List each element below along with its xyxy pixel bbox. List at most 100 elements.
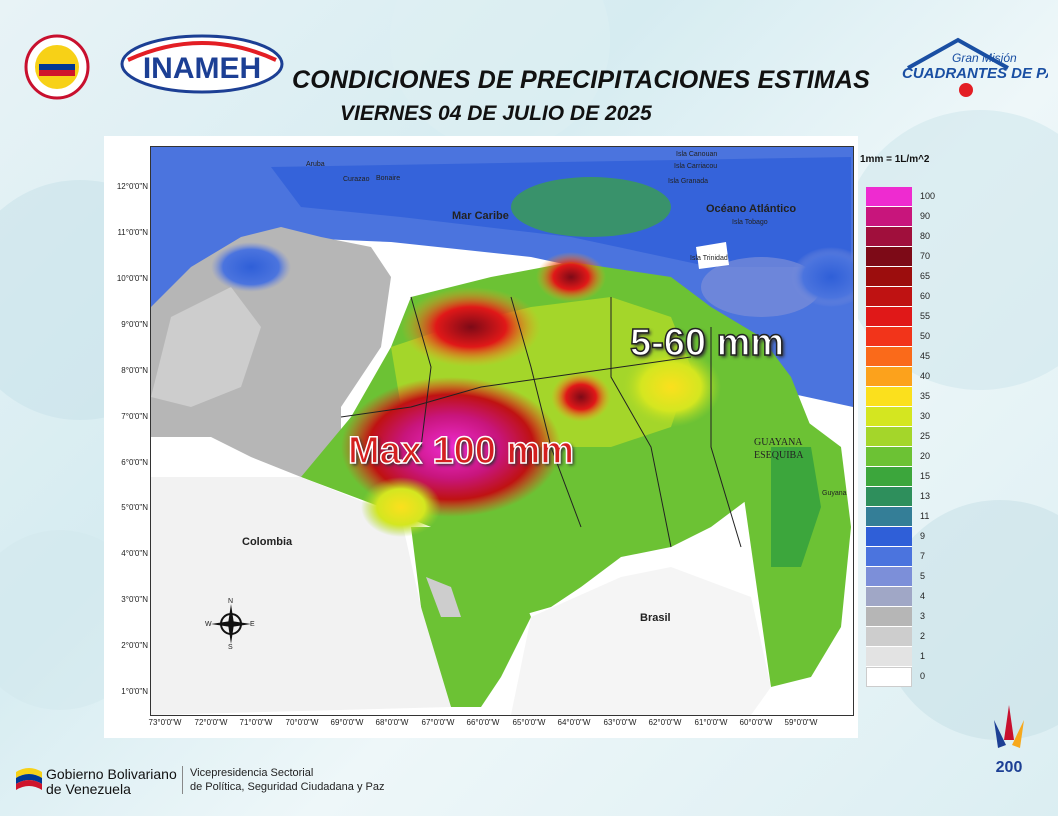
legend-swatch: [866, 587, 912, 607]
legend-swatch: [866, 307, 912, 327]
inameh-logo: INAMEH: [120, 34, 284, 94]
lon-label: 73°0'0"W: [148, 718, 182, 727]
label-curazao: Curazao: [343, 176, 370, 183]
lat-label: 12°0'0"N: [116, 182, 148, 191]
legend-swatch: [866, 547, 912, 567]
lat-label: 8°0'0"N: [121, 366, 148, 375]
legend-label: 2: [920, 631, 926, 641]
legend-swatch: [866, 347, 912, 367]
legend-swatch: [866, 667, 912, 687]
label-colombia: Colombia: [242, 536, 293, 548]
lat-label: 3°0'0"N: [121, 595, 148, 604]
annotation-range: 5-60 mm: [629, 321, 785, 365]
lat-label: 5°0'0"N: [121, 503, 148, 512]
footer-gov-line1: Gobierno Bolivariano: [46, 766, 177, 782]
legend-label: 15: [920, 471, 931, 481]
legend-label: 3: [920, 611, 926, 621]
lat-label: 1°0'0"N: [121, 687, 148, 696]
cuadrantes-de-paz-logo: Gran Misión CUADRANTES DE PAZ: [902, 37, 1048, 97]
legend-swatch: [866, 507, 912, 527]
lon-label: 63°0'0"W: [603, 718, 637, 727]
label-guyana: Guyana: [822, 490, 847, 497]
lat-label: 6°0'0"N: [121, 458, 148, 467]
label-trinidad: Isla Trinidad: [690, 255, 728, 262]
bicentenario-logo: 200: [994, 705, 1024, 776]
label-bonaire: Bonaire: [376, 175, 401, 182]
legend-label: 1: [920, 651, 926, 661]
legend-swatch: [866, 527, 912, 547]
map-canvas: [151, 147, 853, 715]
lat-label: 4°0'0"N: [121, 549, 148, 558]
footer-vice-line1: Vicepresidencia Sectorial: [190, 767, 314, 779]
label-tobago: Isla Tobago: [732, 219, 768, 226]
legend-colorbar: [866, 187, 912, 687]
lon-label: 67°0'0"W: [421, 718, 455, 727]
page-title: CONDICIONES DE PRECIPITACIONES ESTIMAS: [292, 66, 871, 94]
lat-label: 7°0'0"N: [121, 412, 148, 421]
legend-label: 25: [920, 431, 931, 441]
legend-label: 5: [920, 571, 926, 581]
label-oceano-atlantico: Océano Atlántico: [706, 203, 797, 215]
compass-rose-icon: [211, 604, 251, 644]
legend-swatch: [866, 567, 912, 587]
compass-n: N: [228, 598, 234, 605]
legend-swatch: [866, 287, 912, 307]
lon-label: 71°0'0"W: [239, 718, 273, 727]
label-brasil: Brasil: [640, 612, 671, 624]
legend-label: 20: [920, 451, 931, 461]
lon-label: 69°0'0"W: [330, 718, 364, 727]
label-granada: Isla Granada: [668, 178, 709, 185]
label-canouan: Isla Canouan: [676, 151, 718, 158]
legend-swatch: [866, 627, 912, 647]
lon-label: 68°0'0"W: [375, 718, 409, 727]
label-esequiba: ESEQUIBA: [754, 450, 804, 461]
legend-label: 4: [920, 591, 926, 601]
legend-label: 100: [920, 191, 936, 201]
compass-w: W: [205, 621, 212, 628]
legend-label: 50: [920, 331, 931, 341]
legend-label: 35: [920, 391, 931, 401]
mission-main-text: CUADRANTES DE PAZ: [902, 65, 1048, 82]
lon-label: 66°0'0"W: [466, 718, 500, 727]
footer-vice-line2: de Política, Seguridad Ciudadana y Paz: [190, 781, 385, 793]
label-aruba: Aruba: [306, 161, 325, 168]
lat-label: 10°0'0"N: [116, 274, 148, 283]
legend-label: 45: [920, 351, 931, 361]
legend-label: 7: [920, 551, 926, 561]
lat-label: 9°0'0"N: [121, 320, 148, 329]
lat-label: 11°0'0"N: [117, 228, 148, 237]
legend-swatch: [866, 247, 912, 267]
legend-label: 13: [920, 491, 931, 501]
legend-swatch: [866, 647, 912, 667]
legend-swatch: [866, 427, 912, 447]
compass-e: E: [250, 621, 255, 628]
legend-label: 70: [920, 251, 931, 261]
legend-swatch: [866, 447, 912, 467]
lat-label: 2°0'0"N: [121, 641, 148, 650]
lon-label: 64°0'0"W: [557, 718, 591, 727]
footer-divider: [182, 766, 183, 794]
lon-label: 60°0'0"W: [739, 718, 773, 727]
legend-swatch: [866, 227, 912, 247]
lon-label: 62°0'0"W: [648, 718, 682, 727]
annotation-max: Max 100 mm: [347, 429, 575, 473]
gov-flag-logo: [16, 768, 42, 790]
inameh-logo-text: INAMEH: [143, 52, 261, 85]
label-mar-caribe: Mar Caribe: [452, 210, 509, 222]
legend-label: 0: [920, 671, 926, 681]
legend-label: 11: [920, 511, 930, 521]
legend-swatch: [866, 607, 912, 627]
lon-label: 72°0'0"W: [194, 718, 228, 727]
legend-label: 65: [920, 271, 931, 281]
legend-label: 40: [920, 371, 931, 381]
legend-label: 60: [920, 291, 931, 301]
label-carriacou: Isla Carriacou: [674, 163, 718, 170]
legend-swatch: [866, 387, 912, 407]
label-guayana: GUAYANA: [754, 437, 803, 448]
lon-label: 59°0'0"W: [784, 718, 818, 727]
lon-label: 61°0'0"W: [694, 718, 728, 727]
compass-s: S: [228, 644, 233, 651]
legend-swatch: [866, 367, 912, 387]
mission-top-text: Gran Misión: [952, 51, 1017, 65]
legend-label: 90: [920, 211, 931, 221]
